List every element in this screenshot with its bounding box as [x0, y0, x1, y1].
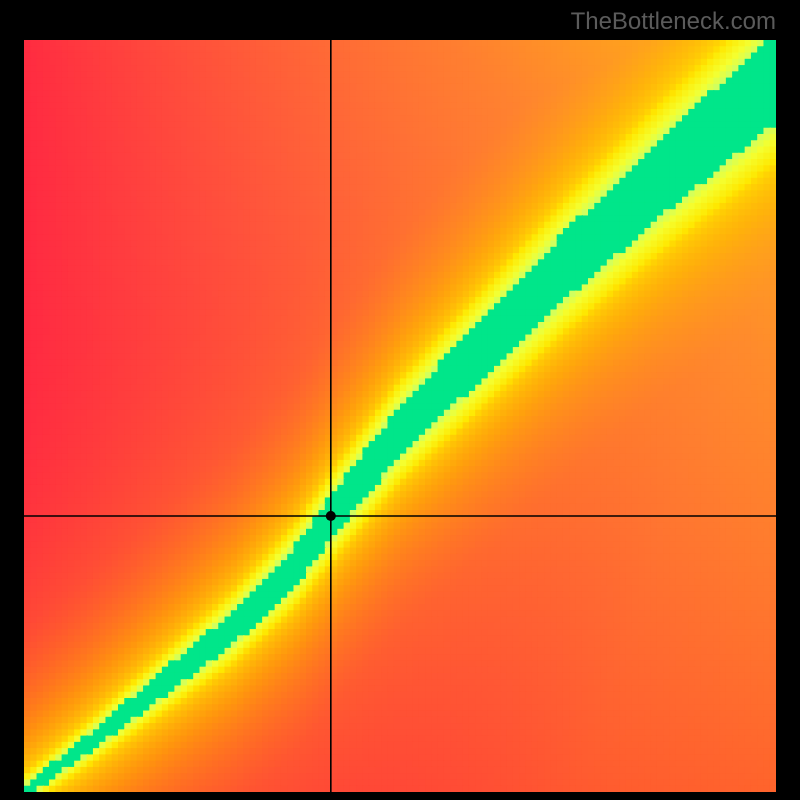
- watermark-text: TheBottleneck.com: [571, 8, 776, 36]
- bottleneck-heatmap: [24, 40, 776, 792]
